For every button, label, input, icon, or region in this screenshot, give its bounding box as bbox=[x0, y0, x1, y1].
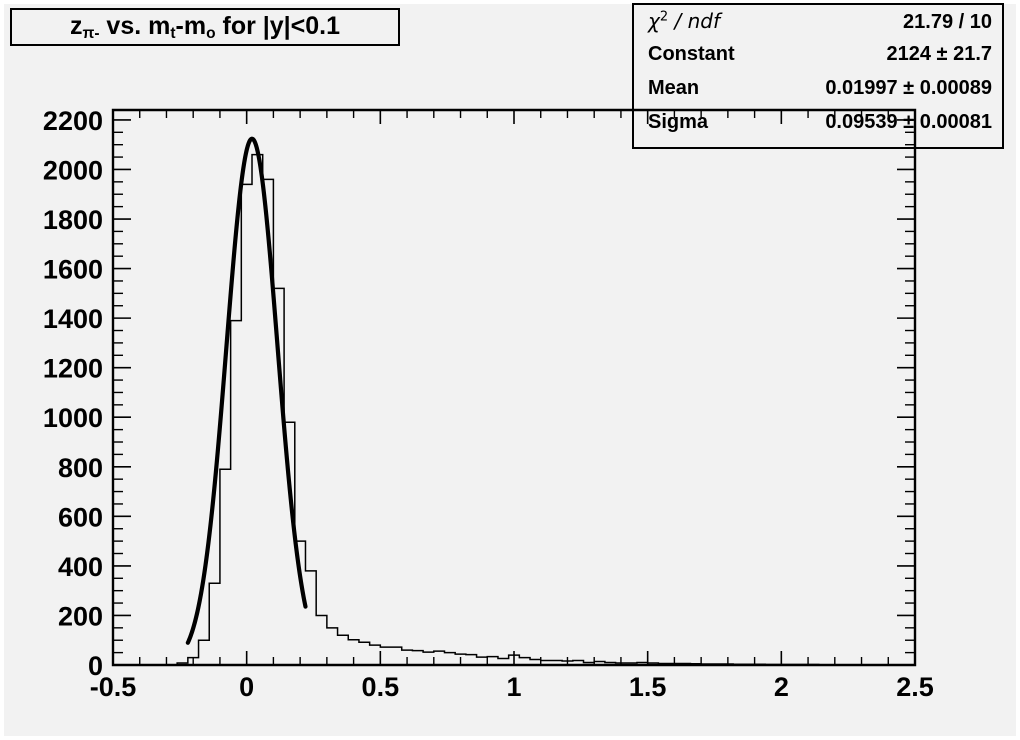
y-tick-label: 1000 bbox=[43, 403, 103, 433]
x-axis-tick-labels: -0.5 0 0.5 1 1.5 2 2.5 bbox=[90, 672, 934, 702]
x-tick-label: 1.5 bbox=[629, 672, 667, 702]
page-title: zπ- vs. mt-mo for |y|<0.1 bbox=[69, 11, 341, 42]
y-tick-label: 800 bbox=[58, 453, 103, 483]
stat-label-mean: Mean bbox=[648, 77, 700, 99]
x-tick-label: 0.5 bbox=[362, 672, 400, 702]
stat-row-mean: Mean 0.01997 ± 0.00089 bbox=[648, 77, 992, 111]
y-tick-label: 2200 bbox=[43, 106, 103, 136]
y-axis-ticks bbox=[113, 119, 915, 666]
x-tick-label: -0.5 bbox=[90, 672, 137, 702]
y-tick-label: 400 bbox=[58, 552, 103, 582]
stat-row-sigma: Sigma 0.09539 ± 0.00081 bbox=[648, 111, 992, 145]
stat-label-constant: Constant bbox=[648, 43, 735, 65]
y-tick-label: 1400 bbox=[43, 304, 103, 334]
gaussian-fit-curve bbox=[185, 136, 308, 645]
y-tick-label: 0 bbox=[88, 651, 103, 681]
plot-title-box: zπ- vs. mt-mo for |y|<0.1 bbox=[10, 8, 400, 46]
histogram-outline bbox=[113, 153, 916, 666]
y-axis-tick-labels: 0 200 400 600 800 1000 1200 1400 1600 1800 2000 220… bbox=[43, 106, 103, 681]
x-tick-label: 1 bbox=[506, 672, 521, 702]
x-axis-ticks bbox=[112, 110, 916, 665]
stat-value-constant: 2124 ± 21.7 bbox=[886, 43, 992, 65]
x-tick-label: 2 bbox=[774, 672, 789, 702]
stat-label-sigma: Sigma bbox=[648, 111, 709, 133]
stat-label-chi2: χ2 / ndf bbox=[648, 9, 720, 33]
fit-statistics-box: χ2 / ndf 21.79 / 10 Constant 2124 ± 21.7… bbox=[632, 3, 1004, 149]
stat-value-chi2: 21.79 / 10 bbox=[903, 11, 992, 33]
x-tick-label: 0 bbox=[239, 672, 254, 702]
stat-value-mean: 0.01997 ± 0.00089 bbox=[825, 77, 992, 99]
stat-row-constant: Constant 2124 ± 21.7 bbox=[648, 43, 992, 77]
x-tick-label: 2.5 bbox=[896, 672, 934, 702]
y-tick-label: 600 bbox=[58, 502, 103, 532]
y-tick-label: 1600 bbox=[43, 255, 103, 285]
y-tick-label: 1800 bbox=[43, 205, 103, 235]
y-tick-label: 2000 bbox=[43, 155, 103, 185]
y-tick-label: 1200 bbox=[43, 354, 103, 384]
axis-frame bbox=[111, 108, 917, 667]
stat-value-sigma: 0.09539 ± 0.00081 bbox=[825, 111, 992, 133]
y-tick-label: 200 bbox=[58, 601, 103, 631]
stat-row-chi2: χ2 / ndf 21.79 / 10 bbox=[648, 9, 992, 43]
